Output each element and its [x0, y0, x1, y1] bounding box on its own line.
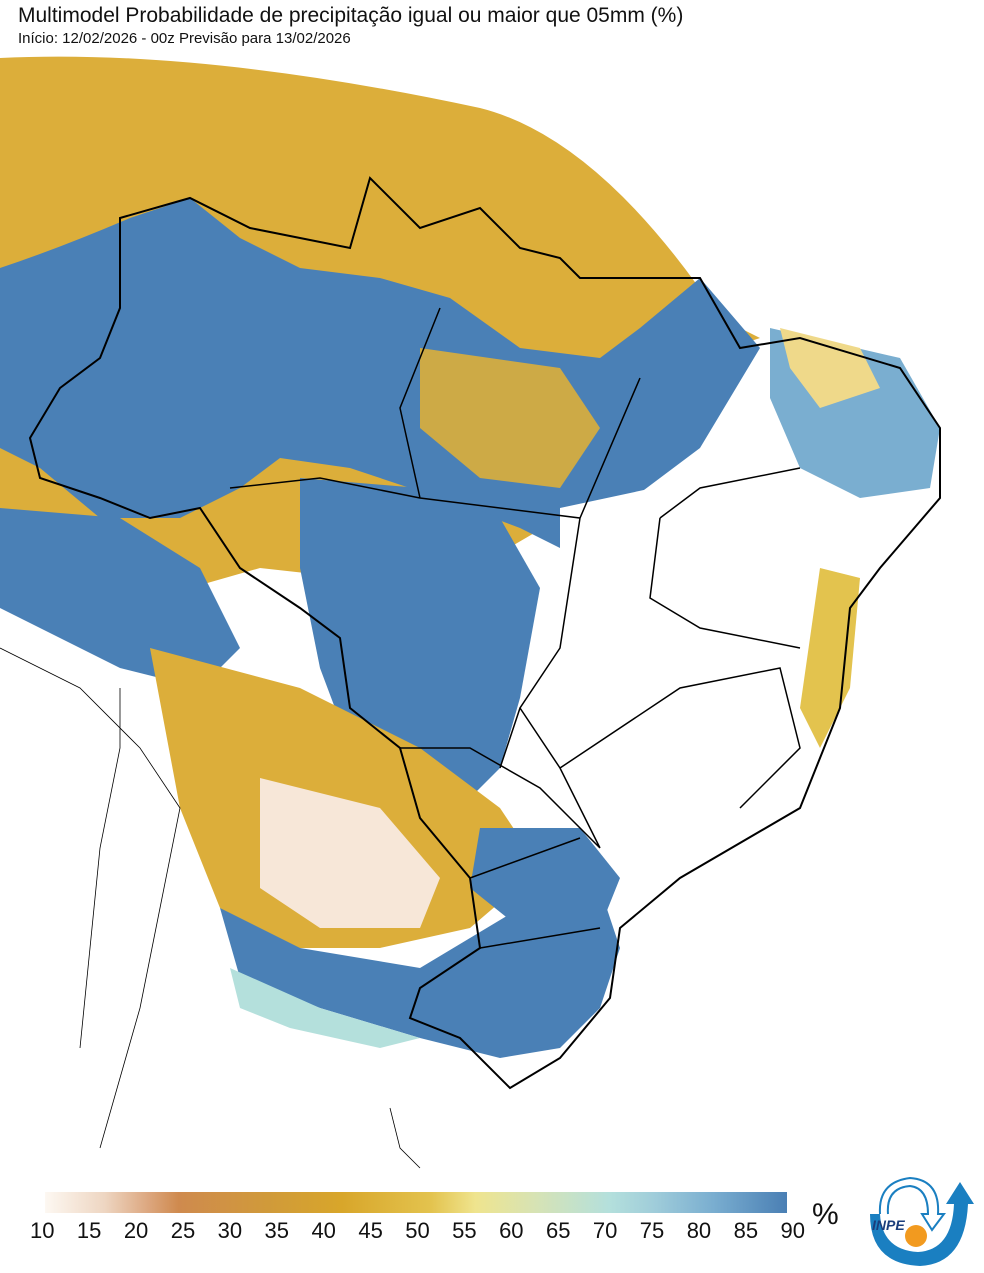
- borders: [0, 176, 941, 1169]
- map-title: Multimodel Probabilidade de precipitação…: [18, 4, 684, 27]
- precipitation-probability-map: [0, 56, 941, 1169]
- field-paraguay-white: [260, 778, 440, 928]
- state-borders: [229, 307, 801, 949]
- tick-label: 85: [733, 1218, 759, 1243]
- brazil-border: [28, 176, 941, 1090]
- field-dry-white: [540, 478, 870, 848]
- field-west-blue: [0, 508, 240, 688]
- tick-label: 60: [499, 1218, 524, 1243]
- colorbar: [45, 1192, 787, 1213]
- tick-label: 45: [358, 1218, 383, 1243]
- tick-label: 35: [264, 1218, 290, 1243]
- field-coast-yellow: [800, 568, 860, 748]
- map-subtitle: Início: 12/02/2026 - 00z Previsão para 1…: [18, 30, 351, 47]
- tick-label: 75: [639, 1218, 665, 1243]
- logo-arrow: [870, 1182, 974, 1266]
- colorbar-ticks: 10 15 20 25 30 35 40 45 50 55 60 65 70 7…: [30, 1218, 805, 1244]
- field-bolivia-yellow: [150, 648, 540, 948]
- country-borders: [0, 647, 421, 1169]
- field-southeast-blue: [470, 828, 620, 928]
- field-south-light: [230, 968, 420, 1048]
- logo-sun: [905, 1225, 927, 1247]
- tick-label: 65: [545, 1218, 571, 1243]
- tick-label: 40: [311, 1218, 336, 1243]
- logo-inner-arrow: [878, 1176, 946, 1232]
- tick-label: 90: [780, 1218, 805, 1243]
- unit-label: %: [812, 1198, 839, 1231]
- logo-text: INPE: [872, 1217, 905, 1233]
- tick-label: 15: [76, 1218, 102, 1243]
- tick-label: 10: [30, 1218, 55, 1243]
- tick-label: 50: [405, 1218, 430, 1243]
- tick-label: 30: [217, 1218, 243, 1243]
- tick-label: 70: [592, 1218, 618, 1243]
- field-south-blue: [220, 888, 620, 1058]
- field-center-yellow: [420, 348, 600, 488]
- tick-label: 55: [452, 1218, 477, 1243]
- probability-field: [0, 56, 940, 1058]
- tick-label: 80: [686, 1218, 712, 1243]
- field-northeast-yellow: [780, 328, 880, 408]
- tick-label: 20: [123, 1218, 149, 1243]
- inpe-logo: INPE: [870, 1176, 974, 1266]
- tick-label: 25: [170, 1218, 196, 1243]
